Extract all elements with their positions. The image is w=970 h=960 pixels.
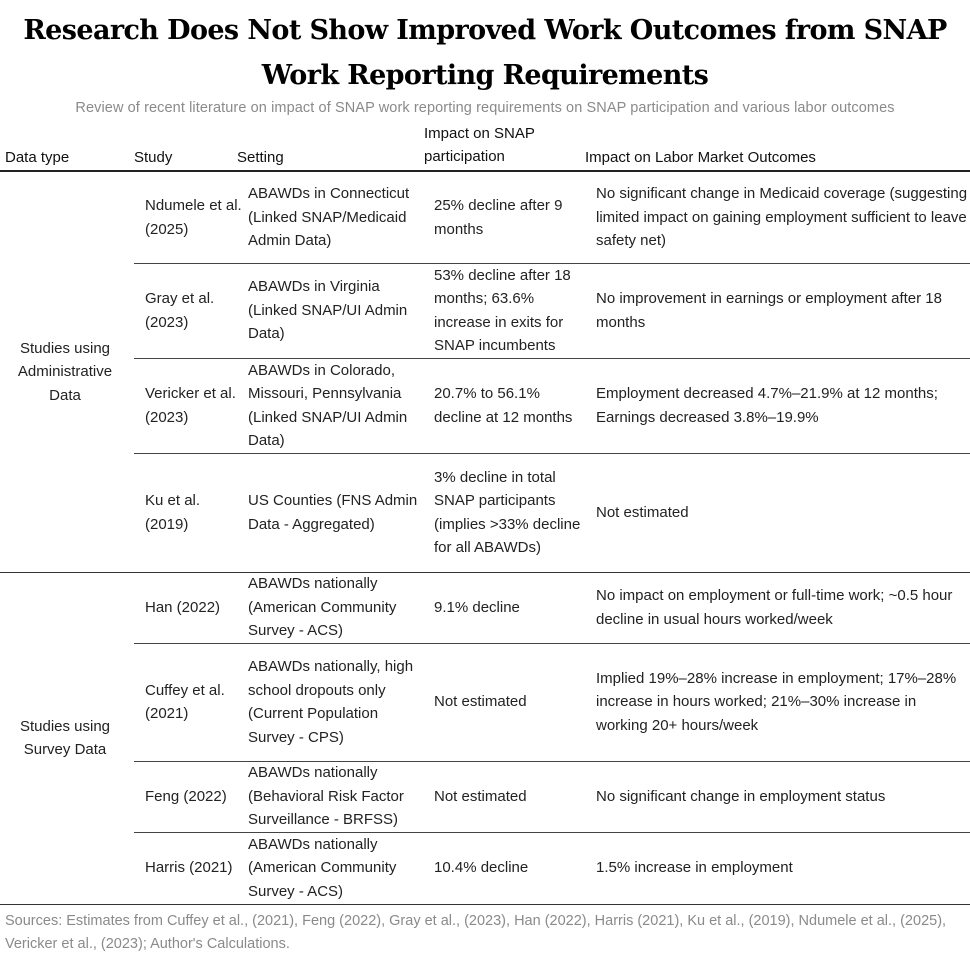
cell-labor: No improvement in earnings or employment… [596,290,942,331]
cell-setting: ABAWDs nationally (Behavioral Risk Facto… [248,764,404,829]
cell-snap: Not estimated [434,693,527,711]
cell-setting: ABAWDs in Colorado, Missouri, Pennsylvan… [248,361,408,450]
cell-setting: ABAWDs nationally (American Community Su… [248,835,397,900]
cell-study: Vericker et al. (2023) [145,385,236,426]
header-setting: Setting [237,149,284,166]
cell-study: Harris (2021) [145,859,233,877]
cell-snap: 9.1% decline [434,598,520,616]
page-title: Research Does Not Show Improved Work Out… [23,15,947,91]
header-data-type: Data type [5,149,70,166]
sources-footnote: Sources: Estimates from Cuffey et al., (… [5,913,947,952]
row-divider [134,358,970,359]
cell-setting: ABAWDs nationally (American Community Su… [248,575,397,640]
cell-labor: No significant change in Medicaid covera… [596,185,968,250]
cell-study: Ku et al. (2019) [145,492,201,533]
cell-study: Han (2022) [145,598,221,616]
cell-labor: No significant change in employment stat… [596,787,886,805]
cell-study: Feng (2022) [145,787,227,805]
cell-snap: 20.7% to 56.1% decline at 12 months [434,385,573,426]
cell-study: Cuffey et al. (2021) [145,681,225,723]
group-label: Studies using Survey Data [19,717,111,759]
cell-setting: ABAWDs in Virginia (Linked SNAP/UI Admin… [248,278,408,343]
header-study: Study [134,149,173,166]
cell-setting: ABAWDs nationally, high school dropouts … [248,658,414,746]
cell-setting: US Counties (FNS Admin Data - Aggregated… [248,492,418,533]
cell-labor: Not estimated [596,503,689,521]
page-subtitle: Review of recent literature on impact of… [75,100,895,116]
cell-snap: 3% decline in total SNAP participants (i… [434,468,581,557]
row-divider [134,263,970,264]
cell-labor: No impact on employment or full-time wor… [596,587,953,628]
cell-snap: 25% decline after 9 months [434,197,563,238]
header-impact-snap: Impact on SNAP participation [424,125,535,165]
cell-labor: Implied 19%–28% increase in employment; … [596,669,957,734]
cell-snap: 53% decline after 18 months; 63.6% incre… [434,266,571,355]
row-divider [134,453,970,454]
table-bottom-rule [0,904,970,905]
cell-study: Ndumele et al. (2025) [145,197,242,238]
cell-study: Gray et al. (2023) [145,290,215,331]
cell-labor: Employment decreased 4.7%–21.9% at 12 mo… [596,385,938,426]
cell-snap: 10.4% decline [434,859,529,877]
header-impact-labor: Impact on Labor Market Outcomes [585,149,816,166]
cell-setting: ABAWDs in Connecticut (Linked SNAP/Medic… [248,185,410,250]
cell-snap: Not estimated [434,787,527,805]
row-divider [134,643,970,644]
group-label: Studies using Administrative Data [17,339,113,404]
cell-labor: 1.5% increase in employment [596,859,793,877]
row-divider [134,761,970,762]
row-divider [134,832,970,833]
header-rule [0,170,970,172]
row-divider [0,572,970,573]
